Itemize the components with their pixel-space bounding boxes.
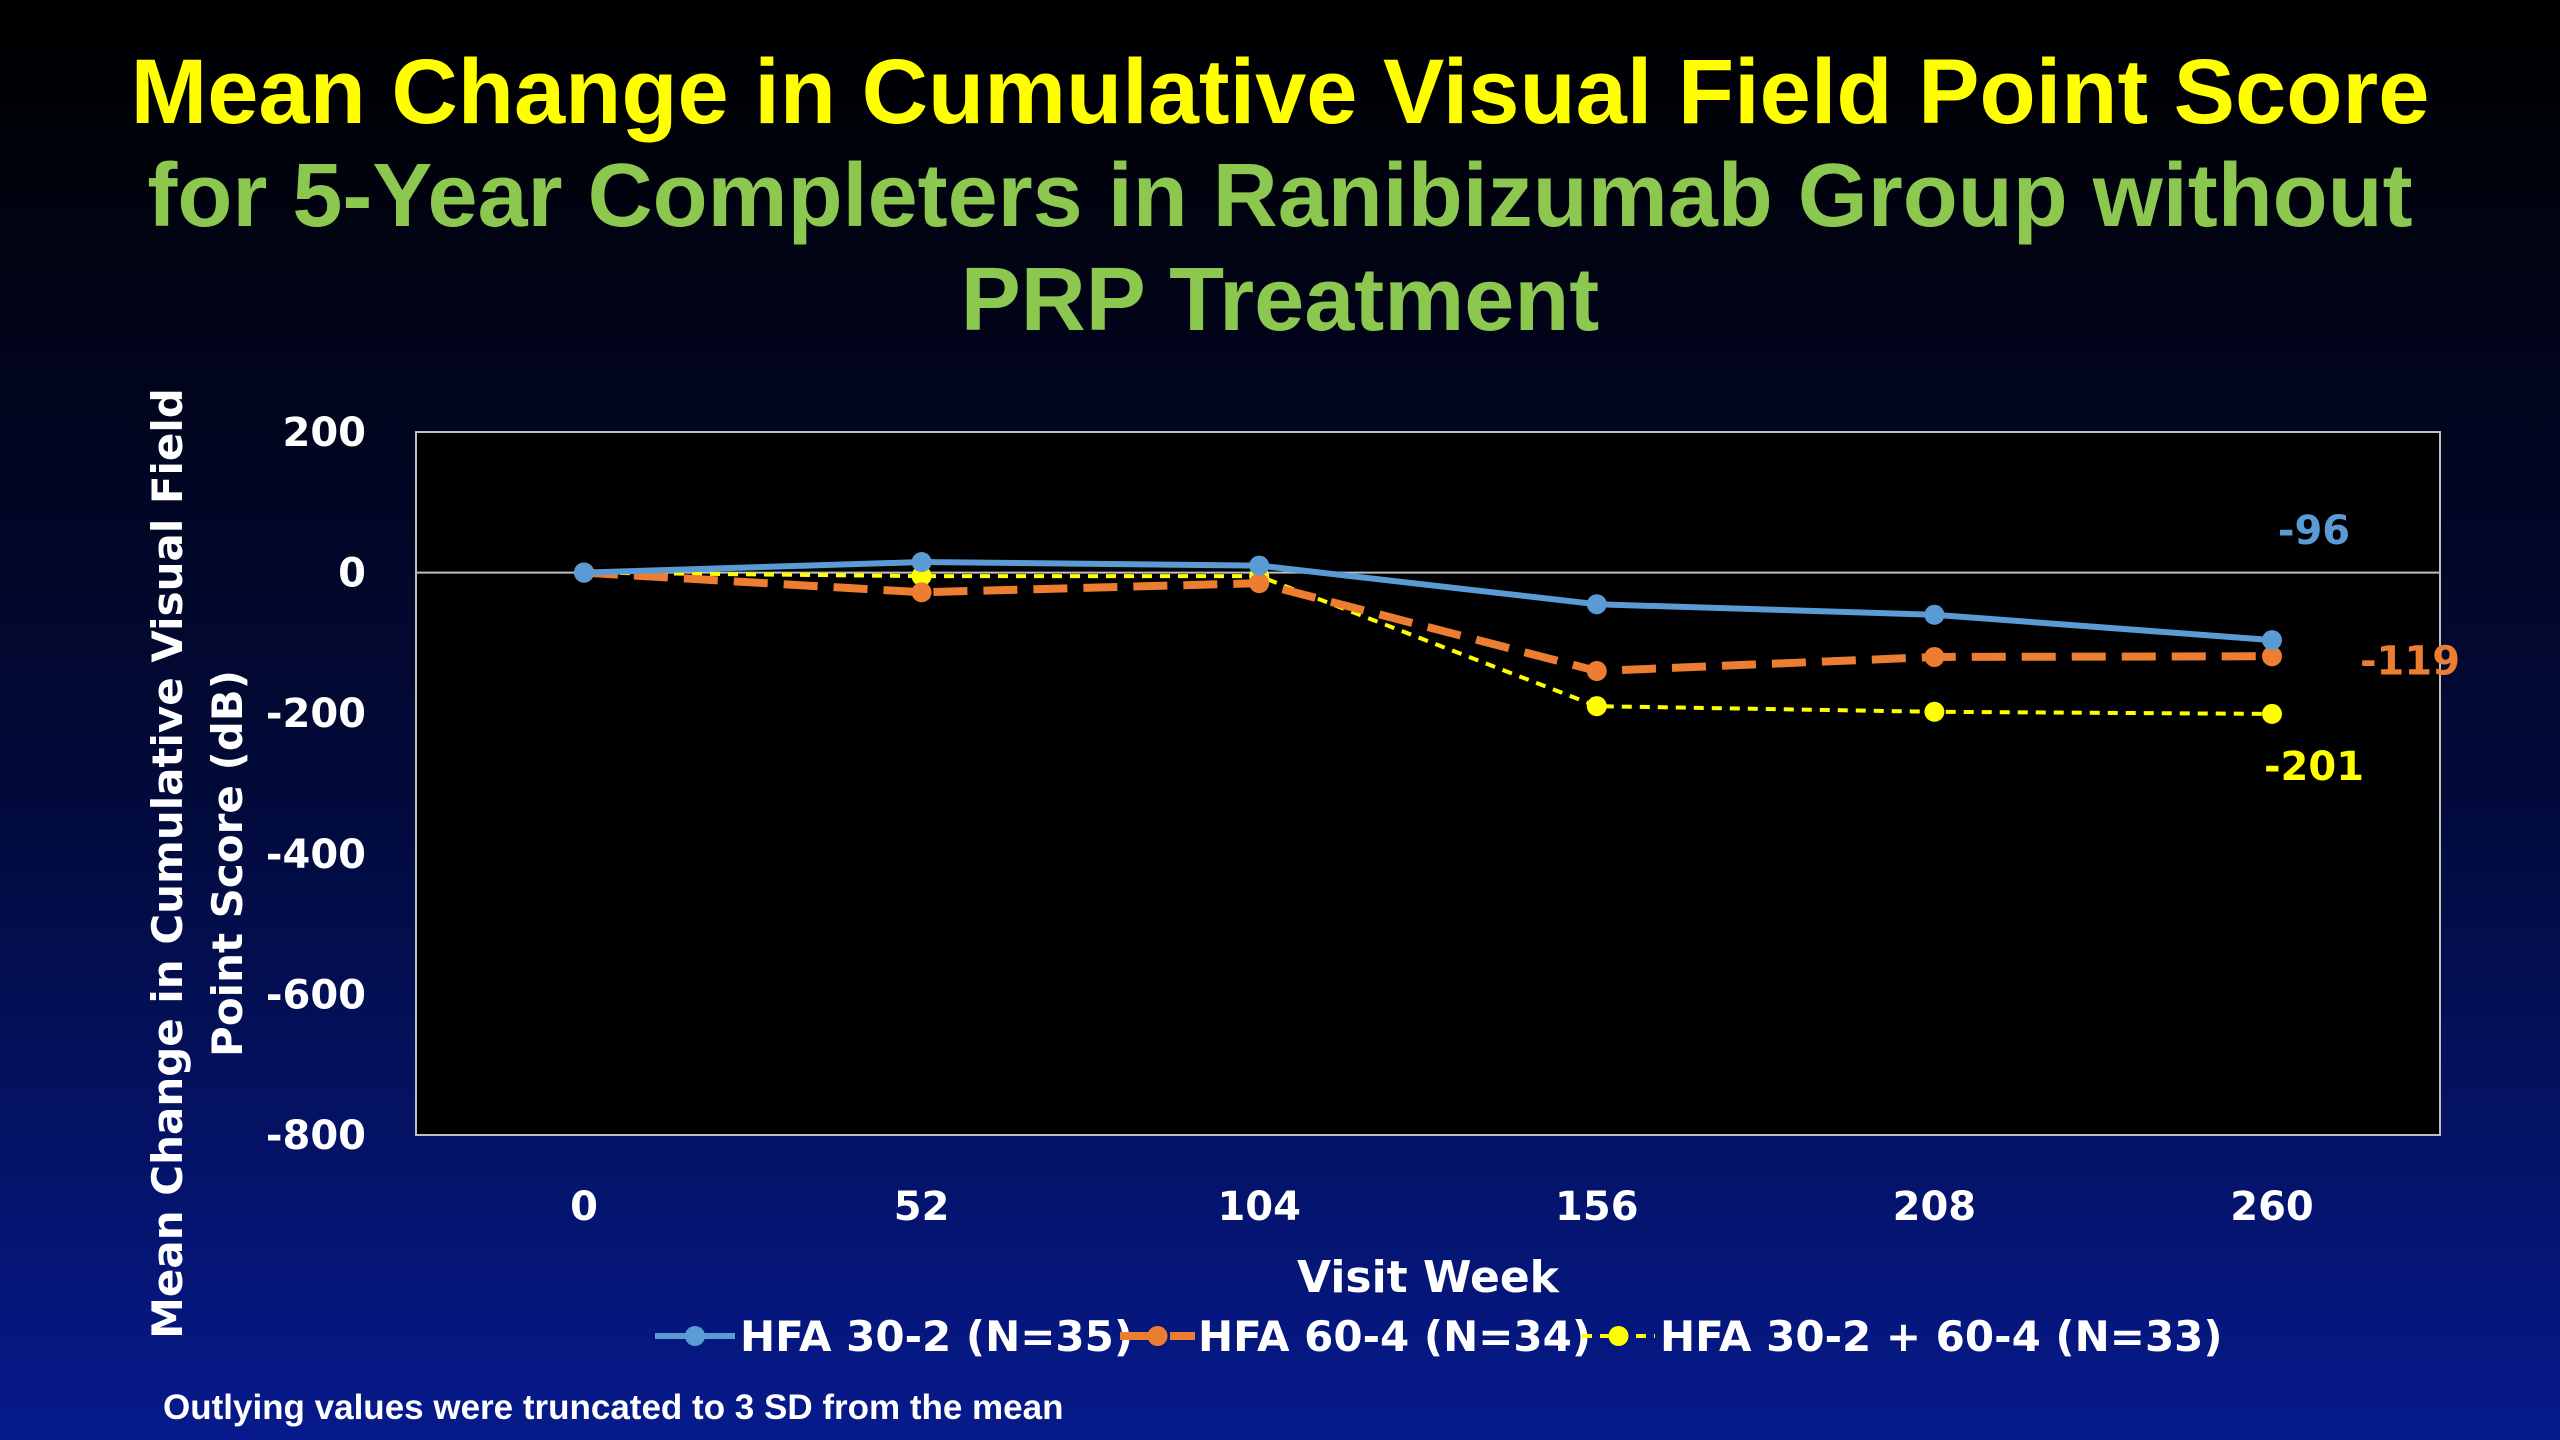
data-point-series-3	[911, 566, 932, 587]
series-line-2	[583, 568, 2273, 676]
data-point-series-2	[1249, 573, 1270, 594]
series-line-1	[583, 559, 2273, 644]
legend-label-2: HFA 60-4 (N=34)	[1198, 1312, 1591, 1361]
y-tick-label: -800	[266, 1113, 366, 1159]
end-label-series-3: -201	[2264, 744, 2364, 790]
legend-label-1: HFA 30-2 (N=35)	[740, 1312, 1133, 1361]
y-axis-label-line-1: Mean Change in Cumulative Visual Field	[143, 388, 192, 1339]
footnote: Outlying values were truncated to 3 SD f…	[163, 1388, 1064, 1427]
y-tick-label: -200	[266, 691, 366, 737]
data-point-series-1	[1249, 555, 1270, 576]
data-point-series-2	[1924, 646, 1945, 667]
y-tick-label: 200	[283, 410, 367, 456]
data-point-series-3	[1924, 701, 1945, 722]
data-point-series-1	[1924, 604, 1945, 625]
end-label-series-2: -119	[2360, 638, 2460, 684]
data-point-series-2	[2262, 646, 2282, 667]
legend-label-3: HFA 30-2 + 60-4 (N=33)	[1660, 1312, 2223, 1361]
y-axis-label-line-2: Point Score (dB)	[203, 670, 252, 1057]
title-line-1: Mean Change in Cumulative Visual Field P…	[130, 41, 2430, 143]
y-tick-label: -400	[266, 832, 366, 878]
x-axis-label: Visit Week	[1297, 1252, 1561, 1303]
series-line-3	[583, 570, 2273, 716]
data-point-series-3	[2262, 703, 2282, 724]
y-tick-label: 0	[338, 551, 366, 597]
legend-swatch-marker-2	[1147, 1326, 1168, 1346]
y-tick-label: -600	[266, 972, 366, 1018]
data-point-series-1	[1586, 594, 1607, 615]
data-point-series-3	[1586, 696, 1607, 717]
x-tick-label: 52	[894, 1184, 950, 1230]
chart-title: Mean Change in Cumulative Visual Field P…	[0, 40, 2560, 352]
data-point-series-1	[2262, 630, 2282, 651]
x-tick-label: 0	[570, 1184, 598, 1230]
data-point-series-1	[911, 552, 932, 573]
data-point-series-2	[911, 582, 932, 603]
x-tick-label: 260	[2230, 1184, 2314, 1230]
x-tick-label: 104	[1217, 1184, 1301, 1230]
data-point-series-1	[574, 562, 594, 583]
legend-swatch-marker-3	[1608, 1326, 1629, 1346]
legend-swatch-marker-1	[685, 1326, 705, 1346]
x-tick-label: 156	[1555, 1184, 1639, 1230]
data-point-series-2	[1586, 661, 1607, 682]
end-label-series-1: -96	[2278, 508, 2350, 554]
title-line-3: PRP Treatment	[960, 250, 1600, 350]
title-line-2: for 5-Year Completers in Ranibizumab Gro…	[147, 146, 2413, 246]
x-tick-label: 208	[1893, 1184, 1977, 1230]
plot-area	[415, 431, 2441, 1136]
